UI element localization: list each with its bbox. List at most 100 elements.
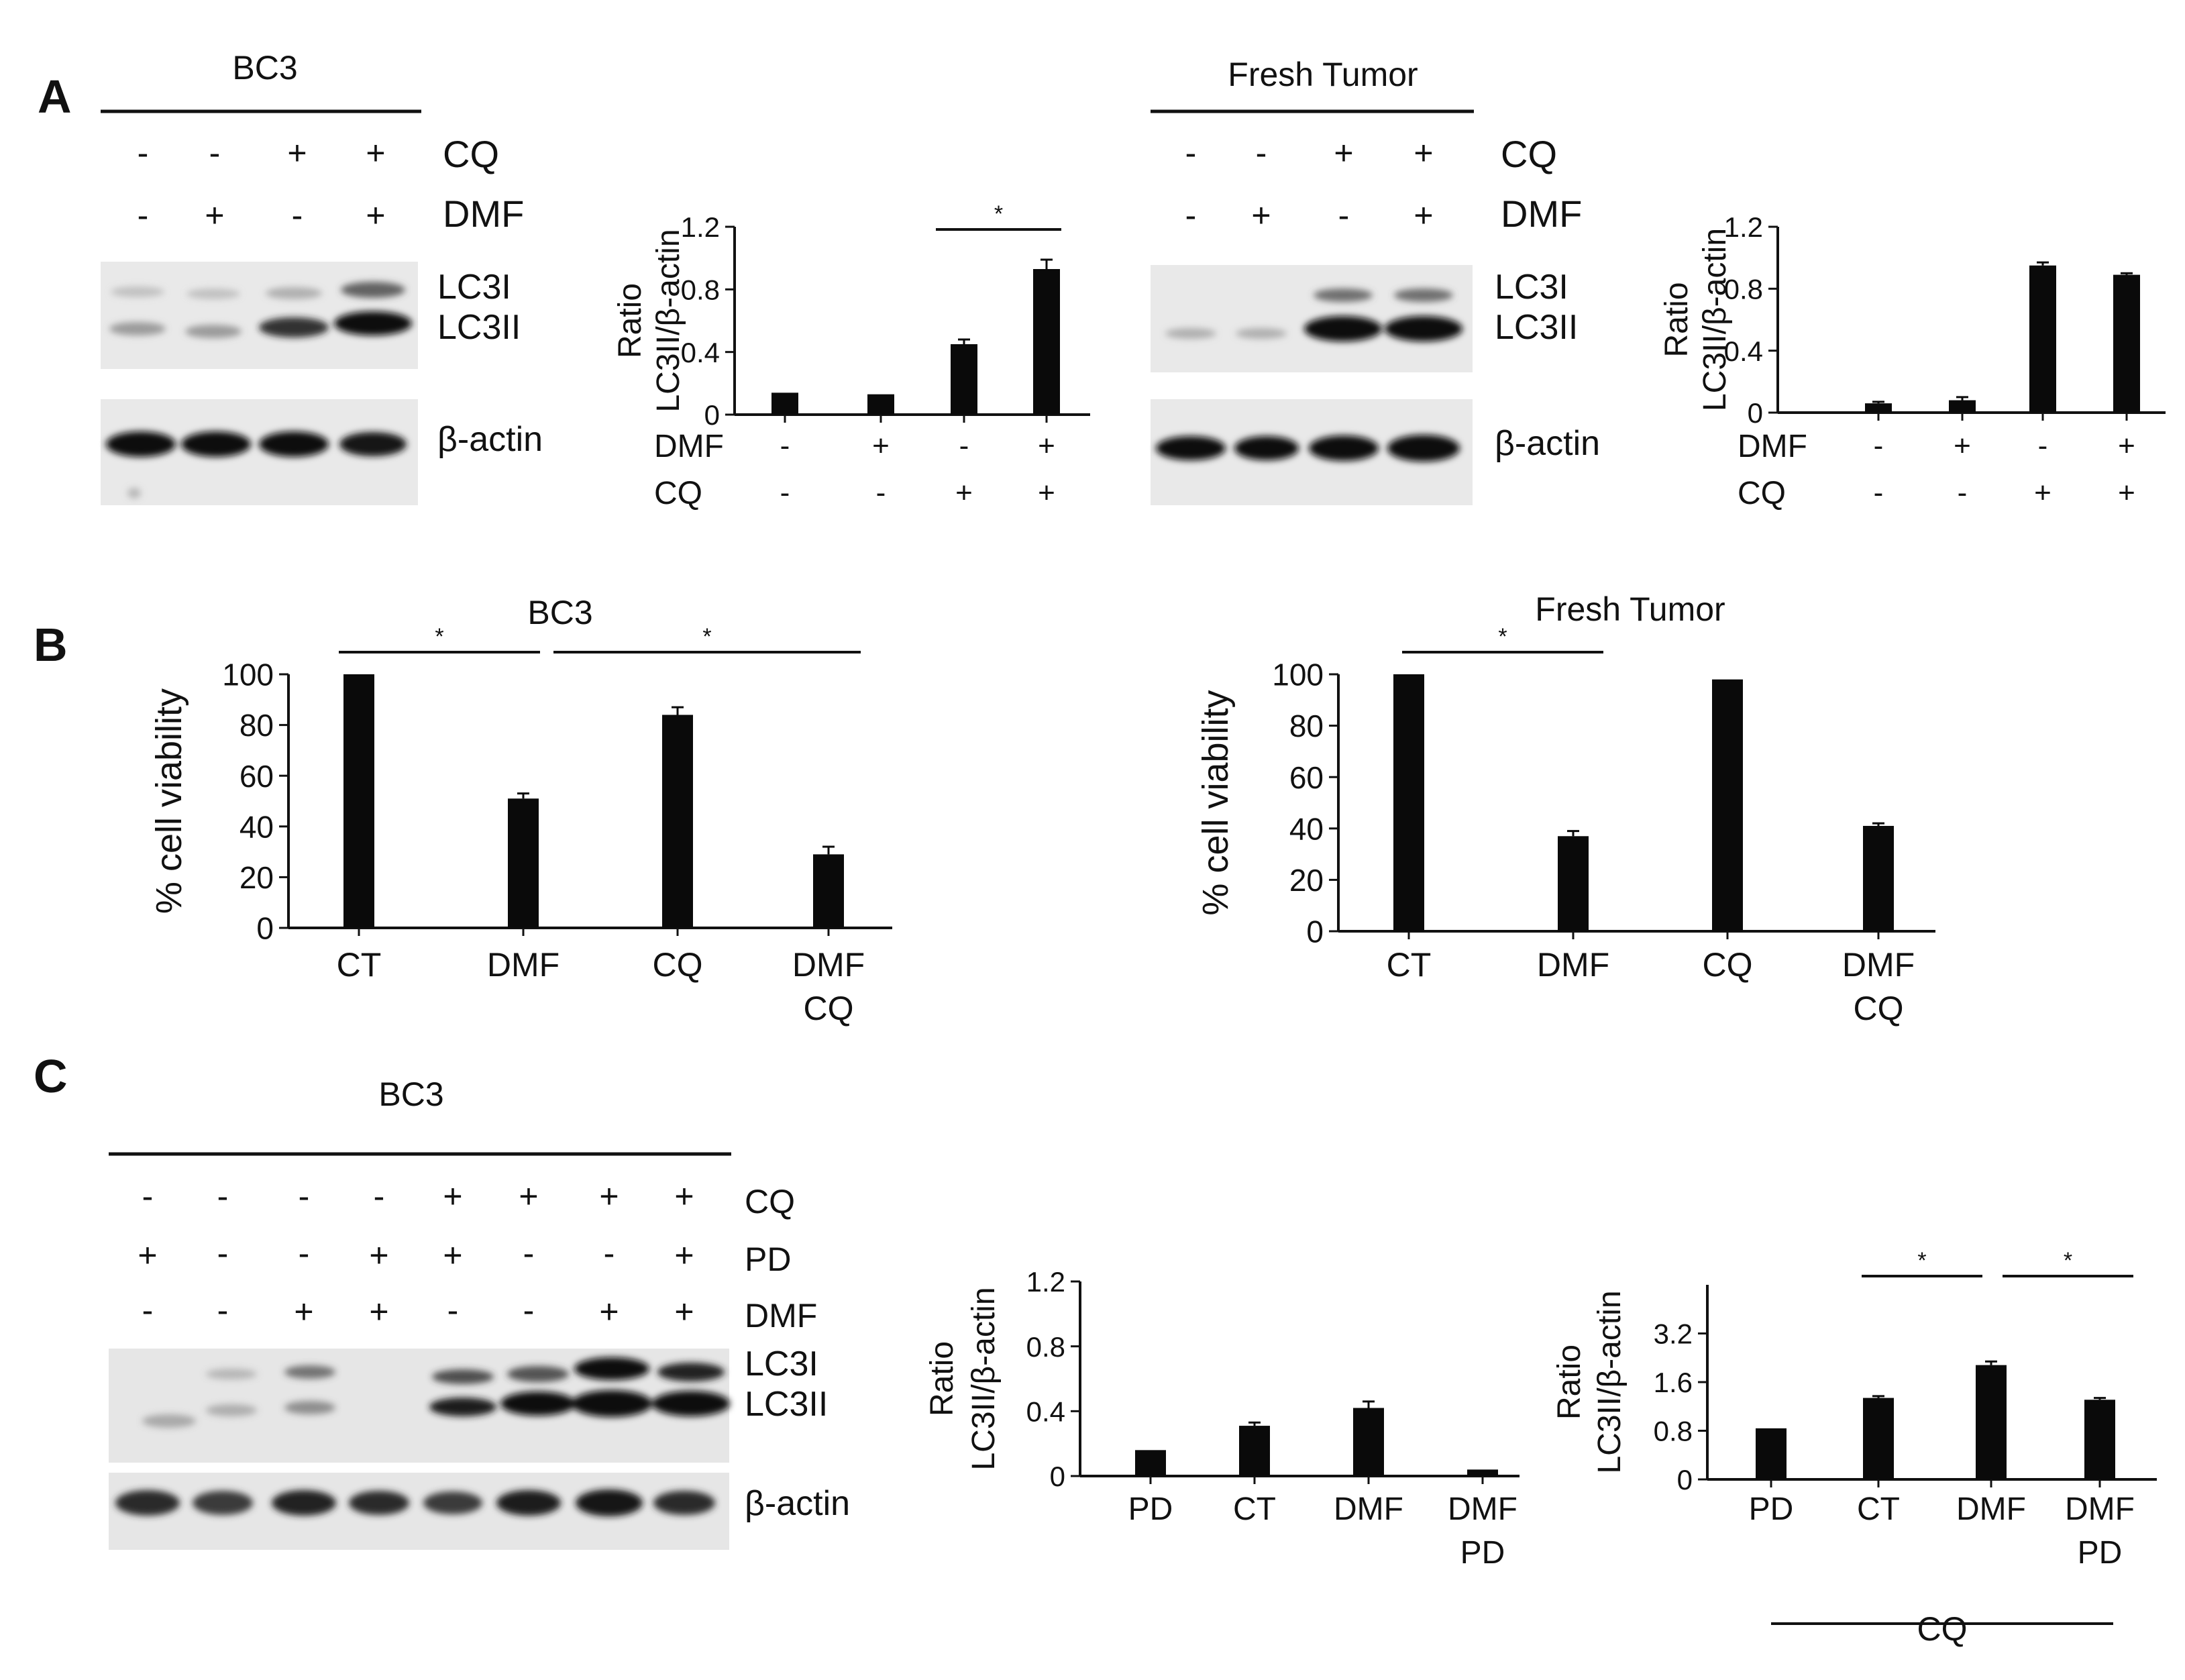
panel-label-a: A — [38, 70, 72, 123]
bar — [2084, 1400, 2115, 1479]
cond-sign: - — [374, 1177, 385, 1215]
cond-row-label: DMF — [1501, 193, 1582, 235]
bar — [1239, 1426, 1270, 1476]
cond-sign: + — [1414, 197, 1433, 234]
x-tick-label: DMF — [2065, 1491, 2135, 1527]
cond-row-label: CQ — [745, 1183, 795, 1220]
cond-sign: + — [369, 1237, 388, 1274]
cond-sign: - — [217, 1177, 229, 1215]
cond-sign: + — [287, 134, 307, 172]
y-tick-label: 1.2 — [1026, 1266, 1065, 1298]
band-label-lc3i: LC3I — [1495, 268, 1568, 307]
y-tick-label: 0 — [256, 911, 274, 946]
x-tick-label: PD — [1749, 1491, 1794, 1527]
cond-sign: + — [872, 429, 890, 462]
cond-sign: - — [299, 1235, 310, 1272]
y-tick-label: 20 — [239, 860, 274, 895]
actin-bands — [115, 1489, 715, 1516]
x-tick-label: CQ — [1703, 946, 1753, 984]
y-tick-label: 20 — [1289, 863, 1324, 898]
y-tick-label: 0.8 — [681, 274, 720, 305]
cond-row-label: CQ — [443, 133, 499, 175]
bar — [1712, 679, 1743, 931]
cond-row-label: DMF — [1738, 429, 1807, 464]
cond-sign: + — [2118, 429, 2135, 462]
x-tick-label: CT — [1857, 1491, 1900, 1527]
y-tick-label: 1.2 — [681, 211, 720, 243]
y-axis-label: Ratio — [612, 283, 648, 358]
y-tick-label: 80 — [239, 708, 274, 743]
cond-sign: - — [299, 1177, 310, 1215]
chart-c-ratio-cq: 0 0.8 1.6 3.2 Ratio LC3II/β-actin PD CT DMF DMF PD… — [1552, 1248, 2157, 1648]
blot-title: BC3 — [378, 1075, 443, 1113]
x-tick-label: CT — [337, 946, 382, 984]
band-label-actin: β-actin — [437, 420, 543, 459]
cond-sign: - — [1874, 429, 1884, 462]
cond-sign: - — [292, 197, 303, 234]
cond-sign: + — [443, 1177, 462, 1215]
significance-star: * — [1498, 624, 1507, 649]
y-tick-label: 0 — [1306, 914, 1324, 949]
band-label-actin: β-actin — [745, 1484, 850, 1523]
blot-title: Fresh Tumor — [1228, 56, 1418, 93]
bar — [1033, 269, 1060, 415]
x-tick-label: CT — [1387, 946, 1432, 984]
significance-star: * — [702, 624, 711, 649]
blot-c-bc3: BC3 - - - - + + + + CQ + - - + + - - + P… — [109, 1075, 850, 1550]
bar — [1353, 1408, 1384, 1476]
bar — [867, 394, 894, 415]
y-tick-label: 40 — [239, 809, 274, 844]
cond-sign: + — [674, 1293, 694, 1330]
cond-sign: - — [138, 197, 149, 234]
cond-sign: + — [599, 1293, 619, 1330]
bar — [2029, 265, 2056, 413]
cond-sign: - — [1338, 197, 1350, 234]
chart-a-bc3-ratio: 0 0.4 0.8 1.2 Ratio LC3II/β-actin DMF - + - + CQ - - +… — [612, 201, 1090, 511]
chart-title: Fresh Tumor — [1535, 590, 1725, 628]
y-tick-label: 0.8 — [1654, 1416, 1693, 1447]
cond-sign: - — [1874, 476, 1884, 509]
cond-sign: - — [209, 134, 221, 172]
y-tick-label: 0 — [1050, 1461, 1065, 1492]
x-tick-label: CQ — [804, 990, 854, 1027]
y-tick-label: 0 — [1748, 397, 1763, 429]
x-tick-label: DMF — [1448, 1491, 1517, 1527]
cond-sign: + — [138, 1237, 157, 1274]
y-tick-label: 100 — [222, 658, 274, 692]
cond-sign: - — [876, 476, 886, 509]
actin-bands — [106, 431, 407, 498]
cond-sign: - — [959, 429, 969, 462]
group-label: CQ — [1917, 1610, 1968, 1648]
band-label-lc3ii: LC3II — [745, 1385, 828, 1424]
y-axis-label: Ratio — [1659, 282, 1695, 357]
chart-title: BC3 — [527, 594, 592, 631]
bar — [1756, 1428, 1787, 1479]
bar — [1393, 674, 1424, 931]
cond-sign: + — [443, 1237, 462, 1274]
cond-sign: + — [599, 1177, 619, 1215]
x-tick-label: PD — [2078, 1535, 2123, 1571]
cond-sign: + — [1954, 429, 1971, 462]
lc3-bands — [1165, 288, 1462, 342]
cond-sign: - — [1958, 476, 1968, 509]
y-axis-label: Ratio — [924, 1341, 960, 1416]
x-tick-label: DMF — [1537, 946, 1609, 984]
cond-sign: + — [955, 476, 973, 509]
cond-sign: + — [674, 1237, 694, 1274]
cond-row-label: CQ — [654, 476, 702, 511]
bar — [1976, 1365, 2007, 1479]
cond-sign: - — [604, 1235, 615, 1272]
y-axis-label: LC3II/β-actin — [1592, 1290, 1628, 1473]
chart-b-fresh-viability: 0 20 40 60 80 100 % cell viability CT DMF CQ DMF CQ… — [1195, 590, 1935, 1027]
panel-label-b: B — [34, 619, 68, 671]
cond-sign: - — [142, 1177, 154, 1215]
y-axis-label: LC3II/β-actin — [651, 229, 686, 412]
band-label-lc3ii: LC3II — [437, 308, 521, 347]
x-tick-label: CQ — [1854, 990, 1904, 1027]
cond-sign: - — [142, 1292, 154, 1329]
x-tick-label: DMF — [1334, 1491, 1403, 1527]
cond-sign: + — [674, 1177, 694, 1215]
cond-sign: - — [138, 134, 149, 172]
cond-row-label: DMF — [745, 1297, 817, 1334]
bar — [1949, 400, 1976, 413]
